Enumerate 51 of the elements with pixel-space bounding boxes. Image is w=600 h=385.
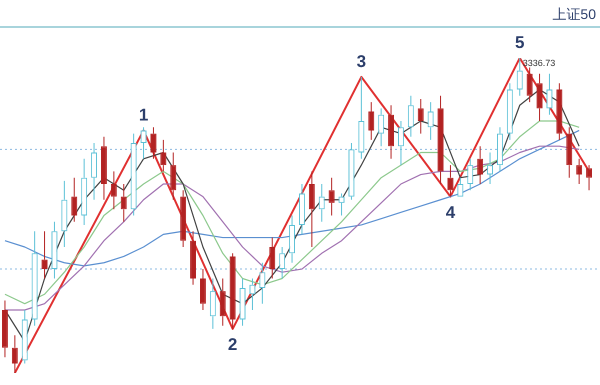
candlestick xyxy=(526,66,533,103)
candlestick xyxy=(190,230,196,286)
candlestick xyxy=(298,184,305,235)
candlestick xyxy=(457,177,464,197)
candlestick xyxy=(81,158,88,226)
candlestick xyxy=(91,142,98,200)
candlestick xyxy=(308,170,315,248)
candlestick xyxy=(506,82,513,140)
candlestick xyxy=(2,300,8,358)
candlestick xyxy=(12,334,18,374)
candlestick xyxy=(496,126,503,172)
candlestick xyxy=(259,262,266,304)
candlestick xyxy=(51,221,58,279)
candlestick xyxy=(279,246,286,279)
candlestick xyxy=(110,170,117,210)
candlestick xyxy=(160,139,166,172)
candlestick xyxy=(130,133,137,216)
candlestick xyxy=(240,278,246,326)
candlestick xyxy=(477,146,484,184)
candlestick xyxy=(447,164,454,198)
candlestick xyxy=(328,177,335,216)
candlestick xyxy=(100,136,107,200)
candlestick xyxy=(348,142,354,200)
candlestick xyxy=(378,108,384,147)
candlestick xyxy=(200,268,206,310)
candlestick xyxy=(170,152,176,200)
candlestick xyxy=(32,230,38,326)
candlestick xyxy=(358,76,364,160)
text: 5 xyxy=(515,33,524,52)
candlestick xyxy=(536,73,543,122)
candlestick xyxy=(140,126,147,160)
annotation: 4 xyxy=(446,202,456,222)
annotation: 3336.73 xyxy=(522,58,556,68)
candlestick xyxy=(546,73,552,116)
candlestick xyxy=(388,104,394,160)
annotation: 1 xyxy=(138,106,148,125)
candlestick xyxy=(220,278,226,326)
candlestick xyxy=(210,278,216,330)
candlestick xyxy=(180,190,186,248)
candlestick xyxy=(289,215,296,264)
candlestick xyxy=(230,252,236,330)
candlestick xyxy=(556,82,562,140)
candlestick xyxy=(61,180,68,248)
annotation: 2 xyxy=(228,335,238,354)
chart-title: 上证50 xyxy=(552,6,596,24)
annotation: 3 xyxy=(356,52,366,72)
candlestick xyxy=(428,102,434,140)
candlestick xyxy=(398,120,404,166)
candlestick xyxy=(150,126,156,160)
candlestick xyxy=(438,95,444,184)
candlestick xyxy=(408,95,414,138)
